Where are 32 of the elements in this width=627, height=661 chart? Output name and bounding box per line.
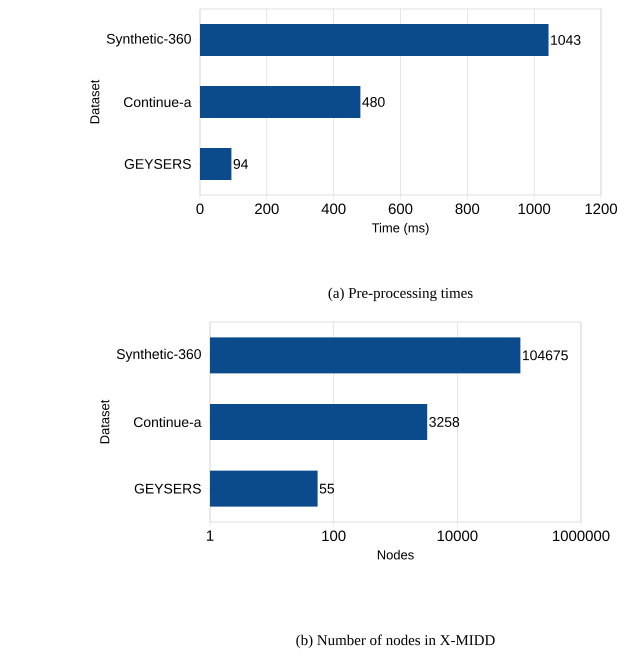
y-tick-label: GEYSERS	[134, 484, 201, 494]
x-tick-label: 10000	[438, 530, 478, 542]
y-tick-label: Continue-a	[124, 96, 192, 108]
text: (b) Number of nodes in X-MIDD	[296, 634, 495, 648]
x-tick-label: 200	[255, 204, 279, 214]
y-tick-label: GEYSERS	[124, 159, 191, 169]
x-tick-label: 800	[456, 204, 480, 214]
x-tick-label: 100	[322, 530, 346, 542]
x-tick-label: 1000000	[553, 530, 610, 542]
data-label: 3258	[429, 417, 460, 427]
y-axis-title: Dataset	[100, 400, 110, 444]
x-tick-label: 1000	[518, 204, 550, 214]
x-tick-label: 1	[206, 530, 214, 541]
x-tick-label: 1200	[586, 204, 618, 214]
data-label: 55	[320, 484, 334, 494]
bar	[200, 148, 232, 180]
x-axis-title: Nodes	[378, 550, 414, 560]
data-label: 1043	[551, 35, 580, 45]
y-tick-label: Synthetic-360	[116, 348, 201, 362]
x-tick-label: 0	[196, 204, 204, 214]
data-label: 104675	[522, 350, 568, 360]
x-tick-label: 400	[322, 204, 346, 214]
text: (a) Pre-processing times	[328, 288, 473, 302]
y-tick-label: Continue-a	[134, 416, 202, 428]
data-label: 94	[234, 159, 248, 169]
bar	[200, 24, 549, 56]
bar	[200, 86, 360, 118]
y-axis-title: Dataset	[90, 80, 100, 124]
x-axis-title: Time (ms)	[372, 222, 429, 236]
y-tick-label: Synthetic-360	[106, 33, 191, 46]
x-tick-label: 600	[388, 204, 412, 214]
data-label: 480	[362, 97, 385, 107]
